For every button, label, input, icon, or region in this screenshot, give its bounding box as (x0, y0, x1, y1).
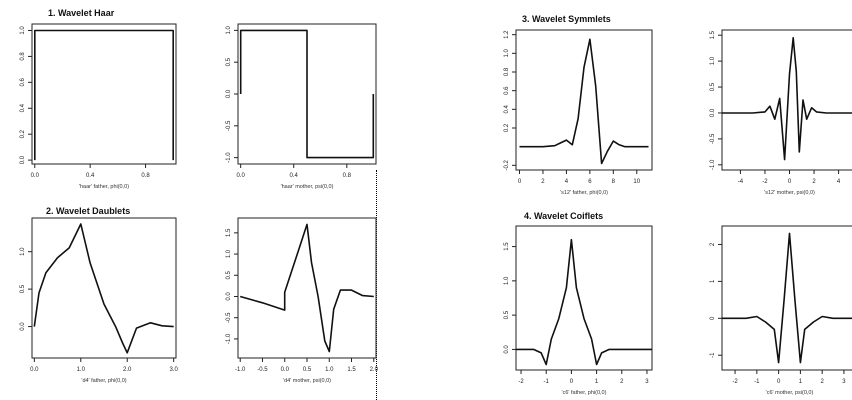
x-tick-label: 0 (777, 379, 781, 385)
x-tick-label: 2 (820, 379, 824, 385)
y-tick-label: 2 (710, 242, 716, 246)
x-tick-label: 1 (799, 379, 803, 385)
plot-frame (722, 226, 852, 370)
y-tick-label: 1 (710, 279, 716, 283)
y-tick-label: 0 (710, 316, 716, 320)
x-tick-label: 3 (842, 379, 846, 385)
x-tick-label: -2 (732, 379, 738, 385)
x-axis-label: 'c6' mother, psi(0,0) (766, 390, 814, 396)
wavelet-curve (722, 233, 852, 362)
x-tick-label: -1 (754, 379, 760, 385)
y-tick-label: -1 (710, 352, 716, 358)
